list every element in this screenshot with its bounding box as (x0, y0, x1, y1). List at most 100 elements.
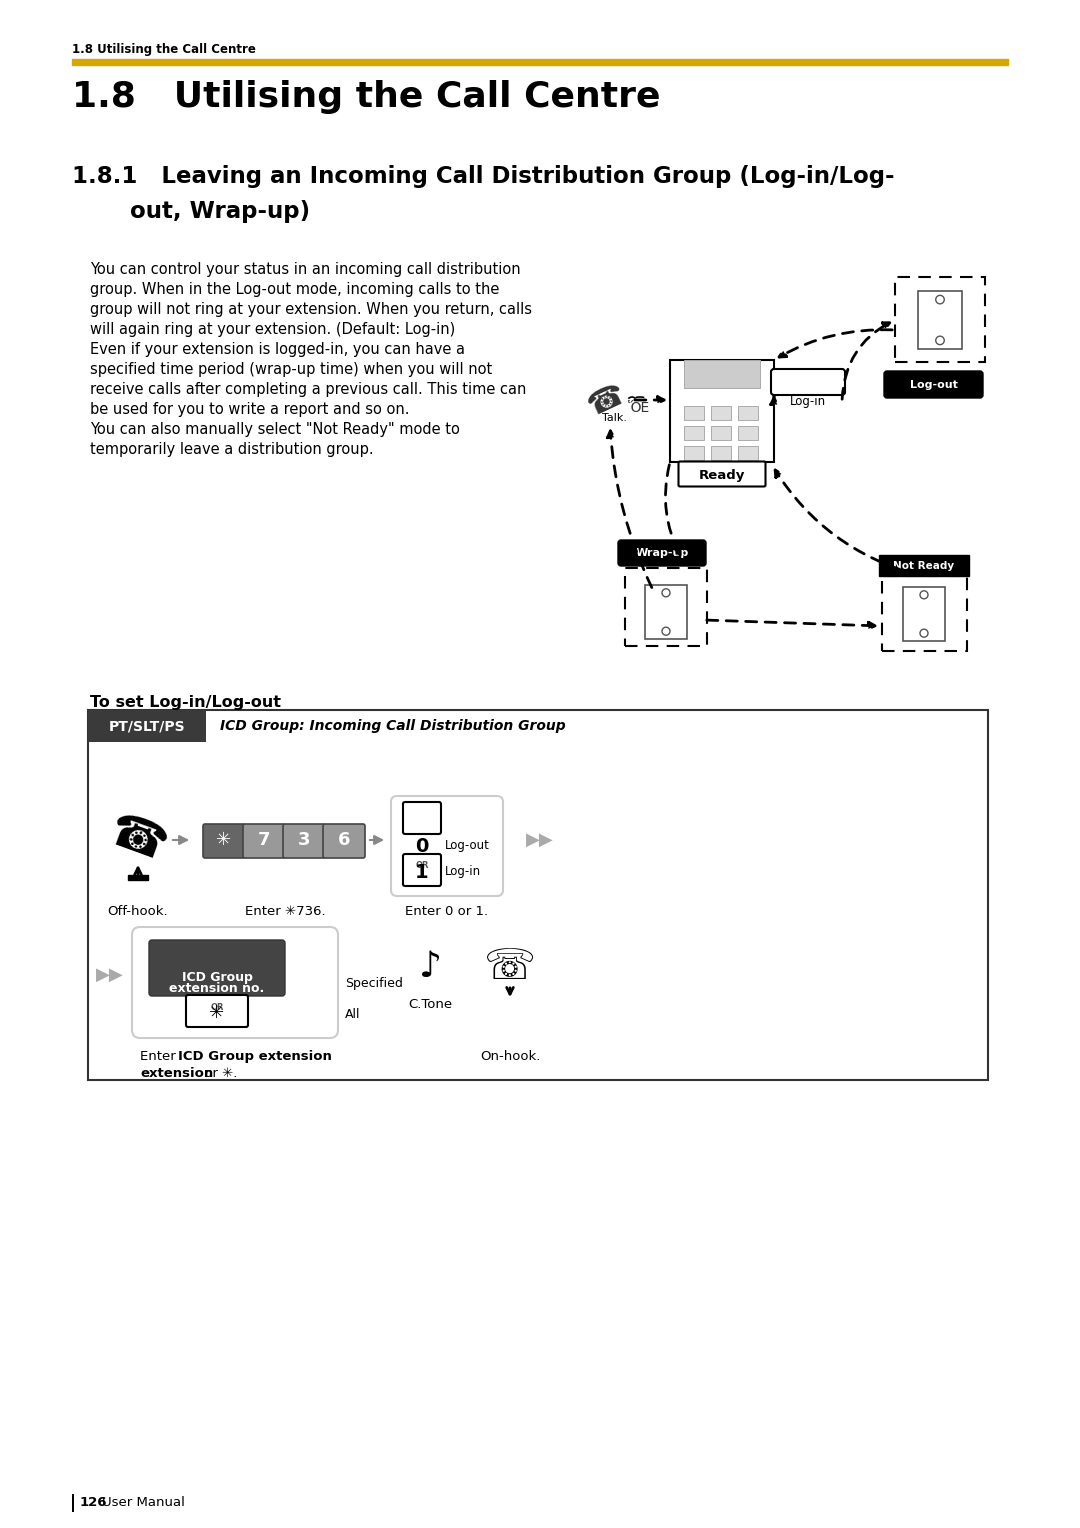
Text: To set Log-in/Log-out: To set Log-in/Log-out (90, 695, 281, 711)
Text: specified time period (wrap-up time) when you will not: specified time period (wrap-up time) whe… (90, 362, 492, 377)
Text: be used for you to write a report and so on.: be used for you to write a report and so… (90, 402, 409, 417)
Text: Enter 0 or 1.: Enter 0 or 1. (405, 905, 488, 918)
FancyBboxPatch shape (771, 368, 845, 396)
Bar (670, 361, 774, 461)
FancyBboxPatch shape (885, 371, 983, 397)
Bar (645, 585, 687, 639)
Text: Even if your extension is logged-in, you can have a: Even if your extension is logged-in, you… (90, 342, 465, 358)
Text: 126: 126 (80, 1496, 108, 1510)
Circle shape (206, 996, 228, 1019)
Circle shape (935, 336, 944, 345)
Text: 1.8.1   Leaving an Incoming Call Distribution Group (Log-in/Log-: 1.8.1 Leaving an Incoming Call Distribut… (72, 165, 894, 188)
Bar (684, 406, 704, 420)
Text: Log-out: Log-out (910, 380, 958, 390)
Bar (0, 1478, 1080, 1528)
Text: ▶▶: ▶▶ (526, 831, 554, 850)
Circle shape (935, 295, 944, 304)
Text: ▶▶: ▶▶ (96, 966, 124, 984)
Text: Log-out: Log-out (445, 839, 490, 853)
Text: Log-in: Log-in (789, 394, 826, 408)
Bar (895, 277, 985, 362)
Bar (711, 426, 731, 440)
Bar (711, 446, 731, 460)
Text: 3: 3 (298, 831, 310, 850)
Text: OR: OR (211, 1004, 224, 1013)
Bar (87, 711, 988, 1080)
Bar (684, 426, 704, 440)
Text: extension: extension (140, 1067, 213, 1080)
Text: OR: OR (415, 862, 429, 871)
Bar (879, 555, 969, 576)
Bar (87, 711, 206, 743)
FancyBboxPatch shape (618, 539, 706, 565)
Text: Wrap-up: Wrap-up (635, 549, 689, 558)
Text: Ready: Ready (699, 469, 745, 481)
Text: Enter ✳736.: Enter ✳736. (245, 905, 325, 918)
Bar (738, 426, 758, 440)
Text: Specified: Specified (345, 976, 403, 990)
Text: Log-in: Log-in (445, 865, 481, 879)
Bar (684, 446, 704, 460)
Bar (738, 446, 758, 460)
Text: or ✳.: or ✳. (200, 1067, 238, 1080)
Text: ὍE: ὍE (627, 400, 650, 416)
Circle shape (411, 856, 433, 877)
Circle shape (662, 626, 670, 636)
Bar (738, 406, 758, 420)
Text: 7: 7 (258, 831, 270, 850)
Text: ☎: ☎ (103, 808, 174, 871)
Bar (72, 60, 1008, 66)
FancyBboxPatch shape (186, 995, 248, 1027)
Text: Not Ready: Not Ready (893, 561, 955, 571)
FancyBboxPatch shape (403, 802, 441, 834)
Text: 6: 6 (338, 831, 350, 850)
Text: ♪: ♪ (419, 950, 442, 984)
Text: User Manual: User Manual (102, 1496, 185, 1510)
Bar (711, 406, 731, 420)
FancyBboxPatch shape (323, 824, 365, 859)
Text: out, Wrap-up): out, Wrap-up) (130, 200, 310, 223)
Bar (903, 587, 945, 642)
Text: ☎: ☎ (583, 379, 631, 422)
FancyBboxPatch shape (283, 824, 325, 859)
Bar (129, 876, 148, 880)
FancyBboxPatch shape (149, 940, 285, 996)
Text: Talk.: Talk. (602, 413, 626, 423)
Bar (882, 576, 967, 651)
Text: 1.8   Utilising the Call Centre: 1.8 Utilising the Call Centre (72, 79, 661, 115)
FancyBboxPatch shape (678, 461, 766, 486)
Text: PT/SLT/PS: PT/SLT/PS (109, 720, 186, 733)
Bar (684, 361, 760, 388)
FancyBboxPatch shape (243, 824, 285, 859)
Text: ✳: ✳ (210, 1004, 225, 1022)
Text: ICD Group extension: ICD Group extension (178, 1050, 332, 1063)
Text: All: All (345, 1008, 361, 1022)
Text: ICD Group: Incoming Call Distribution Group: ICD Group: Incoming Call Distribution Gr… (220, 720, 566, 733)
Circle shape (920, 630, 928, 637)
Text: group. When in the Log-out mode, incoming calls to the: group. When in the Log-out mode, incomin… (90, 283, 499, 296)
Text: will again ring at your extension. (Default: Log-in): will again ring at your extension. (Defa… (90, 322, 456, 338)
Text: group will not ring at your extension. When you return, calls: group will not ring at your extension. W… (90, 303, 532, 316)
Text: temporarily leave a distribution group.: temporarily leave a distribution group. (90, 442, 374, 457)
FancyBboxPatch shape (203, 824, 245, 859)
Text: Enter: Enter (140, 1050, 180, 1063)
Text: ☏: ☏ (484, 946, 536, 989)
FancyBboxPatch shape (403, 854, 441, 886)
Text: ICD Group: ICD Group (181, 970, 253, 984)
Text: ✳: ✳ (216, 831, 231, 850)
Text: 0: 0 (416, 836, 429, 856)
Text: Off-hook.: Off-hook. (108, 905, 168, 918)
Text: receive calls after completing a previous call. This time can: receive calls after completing a previou… (90, 382, 526, 397)
Text: 1.8 Utilising the Call Centre: 1.8 Utilising the Call Centre (72, 43, 256, 57)
Circle shape (662, 588, 670, 597)
Circle shape (920, 591, 928, 599)
Text: You can also manually select "Not Ready" mode to: You can also manually select "Not Ready"… (90, 422, 460, 437)
Bar (625, 568, 707, 646)
Text: You can control your status in an incoming call distribution: You can control your status in an incomi… (90, 261, 521, 277)
Text: On-hook.: On-hook. (480, 1050, 540, 1063)
Text: 1: 1 (415, 862, 429, 882)
Text: C.Tone: C.Tone (408, 998, 453, 1012)
Bar (72, 1494, 75, 1513)
Bar (918, 292, 962, 348)
Text: extension no.: extension no. (170, 983, 265, 996)
